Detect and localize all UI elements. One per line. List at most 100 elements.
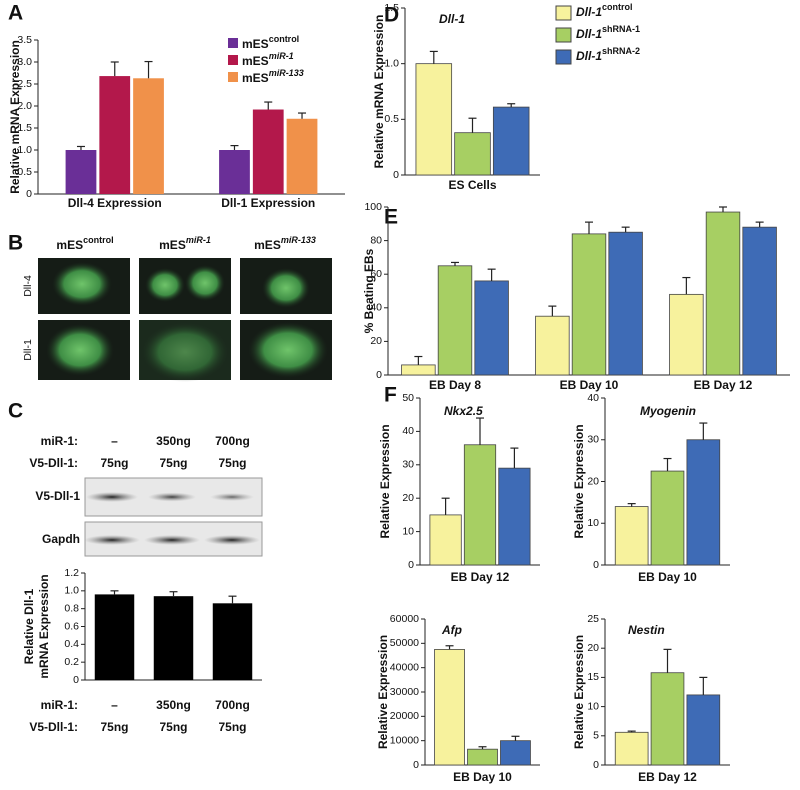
y-tick-label: 0 — [26, 188, 32, 200]
y-tick-label: 3.5 — [17, 34, 32, 46]
y-tick-label: 25 — [587, 613, 599, 625]
error-bar — [230, 145, 239, 150]
error-bar — [468, 117, 477, 133]
error-bar — [414, 355, 423, 365]
condition-label: V5-Dll-1: — [29, 456, 78, 470]
bar — [434, 649, 465, 766]
error-bar — [110, 61, 119, 77]
y-tick-label: 10 — [402, 525, 414, 537]
error-bar — [429, 50, 438, 64]
y-tick-label: 10000 — [390, 734, 419, 746]
bar — [401, 364, 436, 376]
y-axis-label: Relative Dll-1 — [22, 588, 36, 664]
error-bar — [585, 221, 593, 234]
legend-swatch — [555, 49, 572, 65]
label-text: mES — [56, 238, 83, 252]
y-tick-label: 50000 — [390, 637, 419, 649]
error-bar — [627, 503, 636, 507]
condition-value: 700ng — [215, 698, 250, 712]
error-bar — [699, 676, 708, 695]
blot-band — [148, 492, 196, 502]
cell — [52, 262, 112, 306]
x-tick-label: Dll-4 Expression — [68, 196, 162, 210]
y-axis-label: Relative mRNA Expression — [372, 15, 386, 169]
legend-label: Dll-1control — [576, 2, 633, 19]
legend-swatch — [228, 38, 238, 48]
error-bar — [76, 145, 85, 150]
blot-band — [144, 535, 200, 545]
bar — [571, 233, 607, 376]
cell — [248, 322, 328, 378]
error-bar — [510, 447, 519, 469]
legend-sup: shRNA-2 — [602, 46, 640, 56]
bar — [650, 470, 685, 566]
x-tick-label: EB Day 10 — [638, 570, 697, 584]
panel-label: B — [8, 232, 23, 255]
panel-label: A — [8, 2, 23, 25]
y-tick-label: 50 — [402, 392, 414, 404]
y-tick-label: 3.0 — [17, 56, 32, 68]
bar — [463, 444, 497, 566]
error-bar — [144, 60, 153, 79]
bar — [535, 315, 570, 376]
y-tick-label: 10 — [587, 700, 599, 712]
row-label: Dll-1 — [22, 339, 34, 361]
y-tick-label: 30 — [402, 459, 414, 471]
y-tick-label: 0.5 — [384, 113, 399, 125]
bar — [429, 514, 462, 566]
error-bar — [169, 591, 178, 597]
panel-label: F — [384, 384, 397, 407]
bar — [500, 740, 531, 766]
legend-sup: control — [269, 34, 300, 44]
y-axis-label: mRNA Expression — [37, 574, 51, 678]
bar — [686, 694, 721, 766]
error-bar — [663, 648, 672, 673]
y-tick-label: 1.0 — [64, 585, 79, 597]
blot-label: Gapdh — [42, 532, 80, 546]
y-tick-label: 0.2 — [64, 656, 79, 668]
y-tick-label: 20 — [370, 335, 382, 347]
cell — [185, 265, 225, 301]
error-bar — [441, 497, 450, 515]
error-bar — [699, 422, 708, 440]
error-bar — [719, 206, 727, 213]
bar — [415, 63, 453, 176]
label-text: mES — [159, 238, 186, 252]
y-axis-label: Relative mRNA Expression — [8, 40, 22, 194]
error-bar — [627, 730, 636, 733]
y-tick-label: 1.5 — [384, 2, 399, 14]
condition-value: 350ng — [156, 434, 191, 448]
blot-band — [84, 535, 140, 545]
legend-swatch — [228, 72, 238, 82]
error-bar — [476, 417, 484, 445]
panel-label: C — [8, 400, 23, 423]
y-tick-label: 5 — [593, 730, 599, 742]
y-tick-label: 0.6 — [64, 620, 79, 632]
legend-label: Dll-1shRNA-1 — [576, 24, 640, 41]
bar — [153, 596, 194, 680]
blot-band — [210, 493, 254, 501]
bar — [454, 132, 491, 176]
blot-label: V5-Dll-1 — [35, 489, 80, 503]
condition-value: 75ng — [218, 720, 246, 734]
label-sup: miR-1 — [186, 235, 211, 245]
y-tick-label: 0 — [73, 674, 79, 686]
error-bar — [110, 590, 119, 595]
y-tick-label: 30000 — [390, 686, 419, 698]
cell — [141, 322, 229, 382]
y-tick-label: 40 — [370, 302, 382, 314]
error-bar — [507, 103, 516, 108]
y-axis-label: Relative Expression — [572, 424, 586, 538]
error-bar — [663, 457, 672, 472]
y-tick-label: 0 — [413, 759, 419, 771]
condition-value: 75ng — [159, 456, 187, 470]
x-tick-label: EB Day 12 — [451, 570, 510, 584]
bar — [286, 118, 318, 194]
error-bar — [682, 276, 691, 295]
x-tick-label: ES Cells — [448, 178, 496, 192]
y-axis-label: Relative Expression — [572, 635, 586, 749]
condition-value: – — [111, 698, 118, 712]
bar — [614, 506, 649, 566]
micrographs — [38, 258, 332, 382]
y-tick-label: 100 — [364, 201, 382, 213]
